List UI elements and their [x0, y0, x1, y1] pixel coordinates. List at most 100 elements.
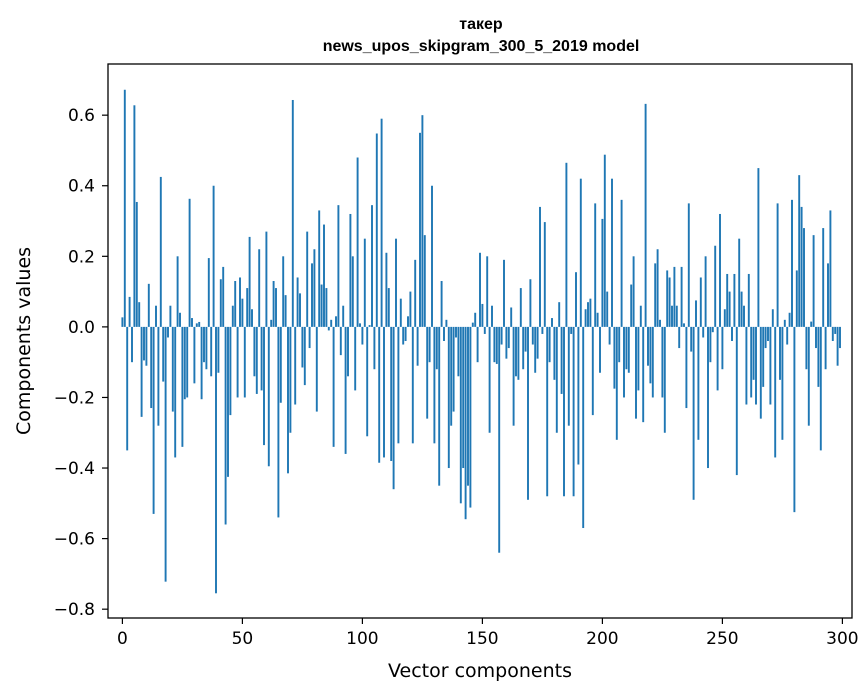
bar: [167, 326, 169, 338]
bar: [666, 270, 669, 327]
bar: [839, 326, 841, 349]
bar: [570, 326, 573, 334]
bar: [479, 252, 481, 327]
bar: [491, 305, 493, 327]
bar: [740, 291, 743, 327]
bar: [241, 298, 244, 327]
bar: [265, 231, 268, 327]
bar: [635, 326, 637, 419]
bar: [699, 277, 702, 327]
bar: [548, 326, 551, 363]
bar: [131, 326, 133, 363]
bar: [584, 309, 587, 327]
bar: [371, 205, 373, 327]
y-tick-label: −0.2: [54, 388, 95, 408]
bar: [611, 178, 613, 327]
bar: [183, 326, 186, 400]
bar: [239, 277, 241, 327]
bar: [807, 326, 810, 426]
bar: [534, 326, 537, 373]
x-tick-label: 300: [826, 629, 858, 649]
bar: [606, 291, 609, 327]
bar: [541, 326, 544, 334]
bar: [212, 185, 215, 327]
bar: [395, 238, 397, 327]
bar: [522, 326, 525, 370]
bar: [752, 326, 755, 380]
bar: [236, 326, 239, 398]
bar: [507, 326, 510, 349]
bar: [462, 326, 465, 469]
bar: [795, 270, 798, 327]
bar: [378, 326, 381, 463]
bar: [188, 198, 191, 327]
bar: [162, 326, 165, 382]
bar: [421, 115, 424, 327]
bar: [248, 236, 251, 327]
bar: [459, 326, 462, 504]
bar: [800, 206, 803, 327]
bar: [457, 326, 460, 377]
bar: [147, 283, 150, 327]
bar: [709, 326, 712, 363]
bar: [181, 326, 184, 447]
bar: [776, 203, 779, 327]
bar: [687, 203, 690, 327]
bar: [313, 249, 316, 327]
bar: [385, 252, 388, 327]
bar: [630, 284, 633, 327]
bar: [143, 326, 145, 361]
bar: [505, 326, 508, 359]
bar: [834, 326, 837, 334]
bar: [294, 326, 297, 405]
bar: [433, 326, 436, 444]
bar: [368, 325, 371, 327]
bar: [366, 326, 369, 437]
bar: [824, 326, 827, 370]
bar: [176, 256, 179, 327]
bar: [419, 132, 421, 327]
bar: [373, 326, 376, 370]
bar: [495, 326, 498, 364]
bar: [575, 272, 577, 327]
y-axis: −0.8 −0.6 −0.4 −0.2 0.0 0.2 0.4 0.6: [54, 106, 108, 620]
bar: [565, 162, 568, 327]
bar: [591, 326, 594, 416]
bar: [762, 326, 765, 387]
bar: [349, 213, 352, 327]
bar: [121, 317, 124, 327]
bar: [260, 326, 263, 391]
bar: [150, 326, 153, 409]
x-tick-label: 0: [117, 629, 128, 649]
bar: [267, 326, 270, 467]
bar: [174, 326, 177, 458]
bar: [563, 326, 565, 497]
bar: [347, 326, 349, 377]
bar: [270, 319, 273, 327]
bar: [625, 326, 628, 370]
bar: [251, 309, 253, 327]
bar: [411, 326, 414, 444]
bar: [339, 326, 342, 356]
bar: [443, 326, 445, 341]
bar: [423, 235, 426, 327]
bar: [126, 326, 129, 451]
bar: [675, 305, 678, 327]
bar: [594, 203, 597, 327]
bar: [155, 305, 157, 327]
bar: [471, 322, 474, 327]
bar: [306, 231, 309, 327]
bar: [803, 228, 805, 327]
bar: [431, 185, 433, 327]
bar: [210, 326, 213, 377]
chart-subtitle: news_upos_skipgram_300_5_2019 model: [323, 38, 640, 55]
bar: [467, 326, 469, 486]
bar: [416, 326, 419, 366]
bar: [318, 210, 321, 327]
bar: [829, 210, 832, 327]
bar: [464, 326, 467, 520]
bar: [229, 326, 232, 416]
bar: [215, 326, 217, 594]
bar: [476, 326, 479, 363]
plot-frame: [107, 63, 853, 619]
